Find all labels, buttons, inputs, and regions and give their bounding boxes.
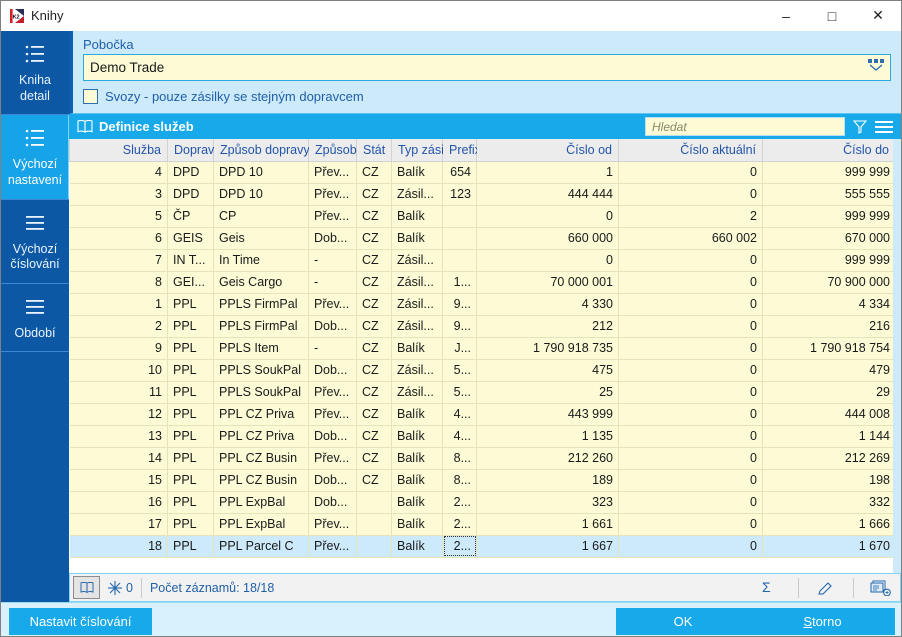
svg-text:Σ: Σ [762,579,771,595]
svg-text:K2: K2 [13,14,20,20]
